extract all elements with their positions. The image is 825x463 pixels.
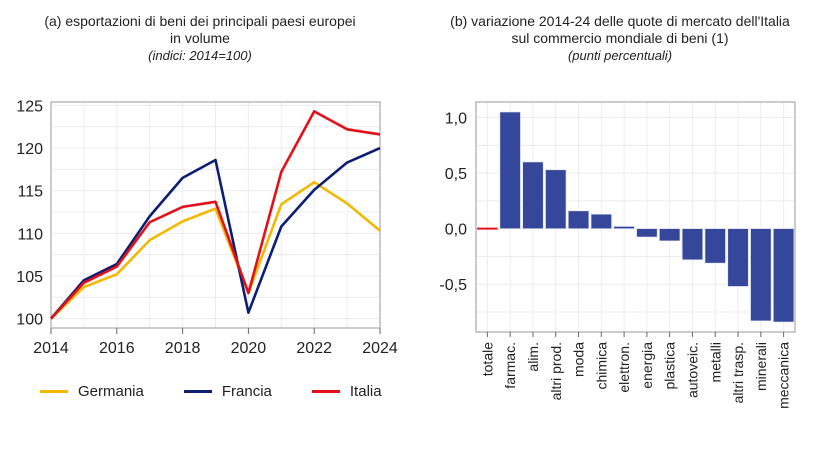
bar-farmac — [499, 111, 521, 229]
bar-elettron — [613, 226, 635, 229]
left-subtitle: (indici: 2014=100) — [148, 48, 252, 63]
right-subtitle: (punti percentuali) — [567, 48, 673, 63]
bar-energia — [636, 228, 658, 238]
right-title-line2: sul commercio mondiale di beni (1) — [511, 30, 729, 46]
bar-minerali — [750, 228, 772, 322]
left-title-line2: in volume — [170, 30, 230, 46]
x-tick-label: 2016 — [99, 340, 135, 357]
x-tick-label: elettron. — [616, 342, 632, 393]
left-chart-title: (a) esportazioni di beni dei principali … — [0, 13, 400, 64]
legend-label: Francia — [221, 383, 272, 400]
x-tick-label: altri trasp. — [730, 342, 746, 403]
legend-swatch — [311, 390, 340, 393]
x-tick-label: 2022 — [296, 340, 332, 357]
right-chart-title: (b) variazione 2014-24 delle quote di me… — [420, 13, 820, 64]
bar-autoveic — [681, 228, 704, 261]
x-tick-label: moda — [571, 342, 587, 377]
x-tick-label: metalli — [707, 342, 723, 382]
right-title-line1: (b) variazione 2014-24 delle quote di me… — [450, 13, 790, 29]
bar-chimica — [590, 213, 612, 229]
bar-plastica — [659, 228, 681, 242]
bar-metalli — [704, 228, 726, 264]
y-tick-label: -0,5 — [439, 277, 467, 294]
plot-frame — [475, 101, 796, 333]
y-tick-label: 110 — [17, 226, 43, 243]
series-line-germania — [50, 180, 381, 320]
legend-swatch — [183, 390, 212, 393]
bar-altritrasp — [727, 228, 749, 287]
x-tick-label: totale — [479, 342, 495, 376]
y-tick-label: 125 — [16, 98, 43, 115]
x-tick-label: chimica — [593, 342, 609, 390]
x-tick-label: farmac. — [502, 342, 518, 389]
y-tick-label: 120 — [16, 141, 43, 158]
x-tick-label: 2024 — [362, 340, 398, 357]
x-tick-label: autoveic. — [684, 342, 700, 398]
x-tick-label: energia — [639, 342, 655, 389]
legend-swatch — [40, 390, 68, 393]
plot-frame — [50, 101, 381, 329]
y-tick-label: 105 — [16, 269, 43, 286]
y-tick-label: 115 — [17, 184, 43, 201]
y-tick-label: 100 — [16, 312, 43, 329]
series-line-italia — [50, 110, 381, 320]
legend: Germania Francia Italia — [40, 383, 382, 400]
legend-label: Italia — [349, 383, 382, 400]
y-tick-label: 0,0 — [445, 222, 467, 239]
x-tick-label: 2020 — [231, 340, 267, 357]
bar-moda — [567, 210, 590, 229]
legend-francia: Francia — [183, 383, 272, 400]
x-tick-label: alim. — [525, 342, 541, 372]
legend-label: Germania — [78, 383, 144, 400]
x-tick-label: minerali — [753, 342, 769, 391]
x-tick-label: 2014 — [33, 340, 69, 357]
bar-alim — [522, 161, 544, 229]
y-tick-label: 0,5 — [445, 166, 467, 183]
legend-italia: Italia — [311, 383, 382, 400]
left-title-line1: (a) esportazioni di beni dei principali … — [44, 13, 356, 29]
x-tick-label: altri prod. — [548, 342, 564, 400]
y-tick-label: 1,0 — [445, 111, 467, 128]
series-line-francia — [50, 146, 381, 320]
legend-germania: Germania — [40, 383, 144, 400]
x-tick-label: meccanica — [776, 342, 792, 409]
bar-altriprod — [545, 169, 567, 229]
bar-meccanica — [773, 228, 795, 323]
x-tick-label: 2018 — [165, 340, 201, 357]
x-tick-label: plastica — [662, 342, 678, 390]
